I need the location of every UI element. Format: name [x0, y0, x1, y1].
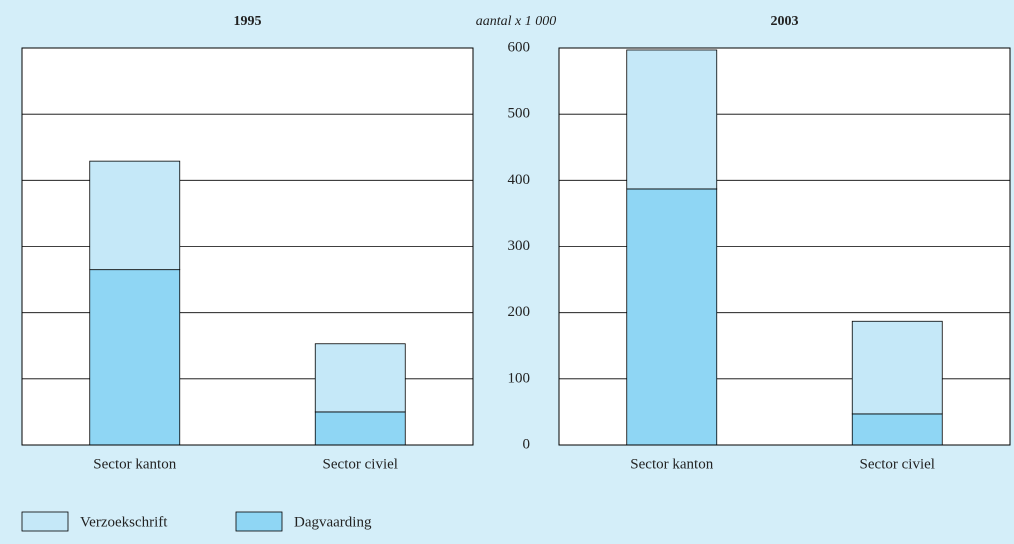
- x-tick-label: Sector civiel: [323, 456, 398, 472]
- bar-segment: [626, 49, 718, 190]
- plot-border: [558, 47, 1011, 446]
- y-tick-label: 100: [508, 370, 531, 386]
- x-tick-label: Sector kanton: [93, 456, 176, 472]
- bar-segment: [89, 269, 181, 446]
- bar-segment: [314, 411, 406, 446]
- x-tick-label: Sector civiel: [860, 456, 935, 472]
- panel-title: 2003: [771, 14, 799, 29]
- y-tick-label: 600: [508, 39, 531, 55]
- plot-border: [21, 47, 474, 446]
- legend-swatch: [235, 511, 283, 532]
- y-tick-label: 500: [508, 106, 531, 122]
- y-tick-label: 400: [508, 172, 531, 188]
- bar-segment: [626, 188, 718, 446]
- bar-segment: [851, 413, 943, 446]
- bar-segment: [314, 343, 406, 413]
- y-tick-label: 300: [508, 238, 531, 254]
- x-tick-label: Sector kanton: [630, 456, 713, 472]
- y-axis-label: aantal x 1 000: [476, 14, 557, 29]
- y-tick-label: 0: [523, 436, 531, 452]
- legend-label: Dagvaarding: [294, 514, 372, 530]
- legend-swatch: [21, 511, 69, 532]
- panel-title: 1995: [234, 14, 262, 29]
- bar-segment: [89, 160, 181, 271]
- legend-label: Verzoekschrift: [80, 514, 168, 530]
- y-tick-label: 200: [508, 304, 531, 320]
- bar-segment: [851, 320, 943, 415]
